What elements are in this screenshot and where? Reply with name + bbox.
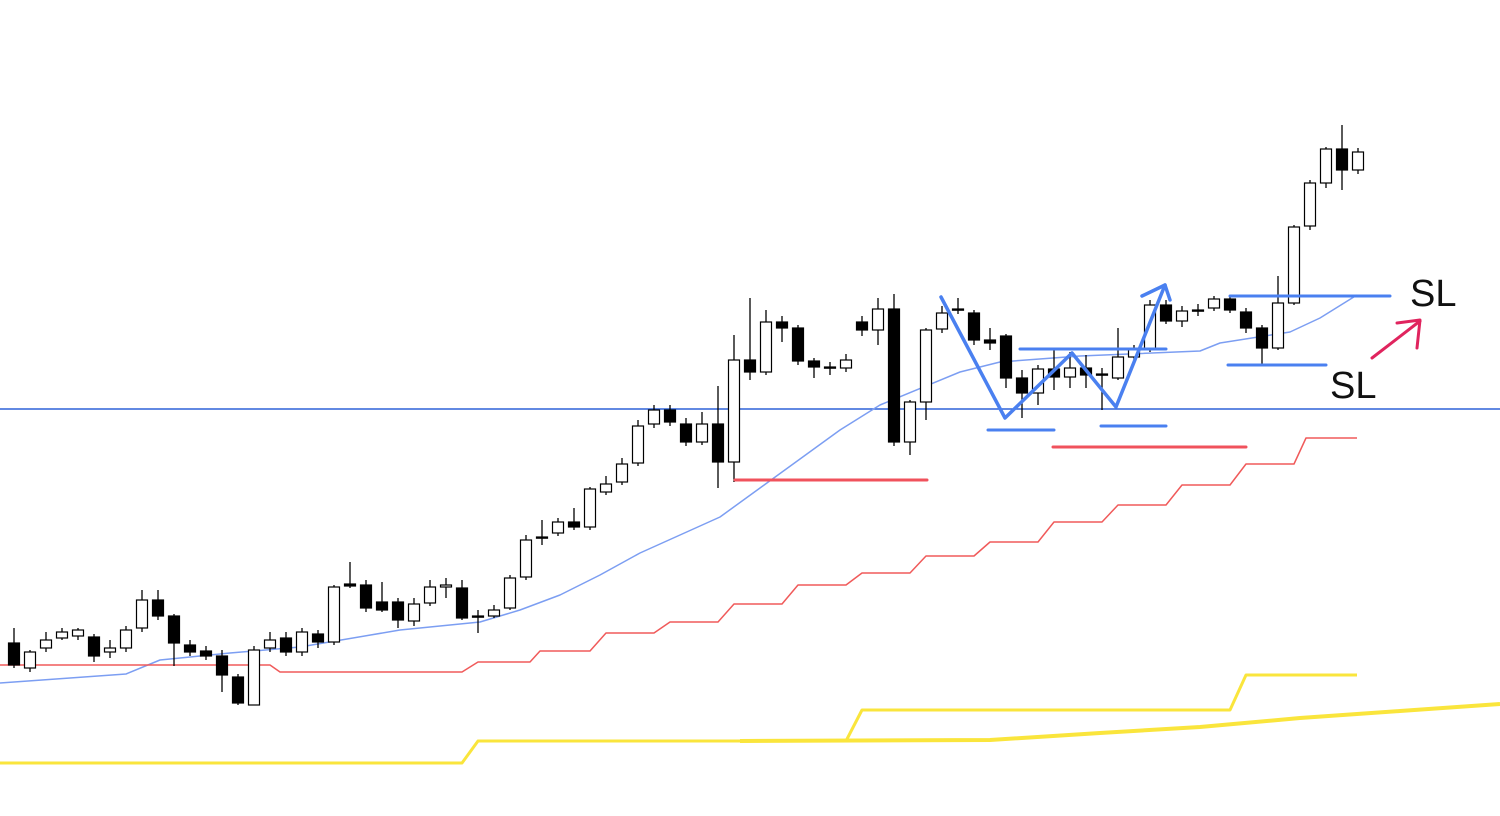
sl-arrowhead xyxy=(1395,318,1422,350)
candle-body xyxy=(279,637,293,653)
candle-body xyxy=(1111,356,1125,379)
candle-body xyxy=(711,423,725,463)
candle-body xyxy=(135,599,149,629)
candle-body xyxy=(183,644,197,653)
candle-body xyxy=(967,312,981,341)
candle-body xyxy=(631,425,645,464)
candle-body xyxy=(1303,182,1317,227)
candle-body xyxy=(775,321,789,329)
candle-body xyxy=(1223,298,1237,311)
candle-body xyxy=(999,335,1013,379)
candle-body xyxy=(1351,151,1365,171)
candle-body xyxy=(919,329,933,403)
candle-body xyxy=(903,401,917,443)
candle-body xyxy=(151,599,165,617)
candle-layer xyxy=(7,125,1365,706)
candle-body xyxy=(487,609,501,617)
candle-body xyxy=(247,649,261,706)
zigzag xyxy=(939,283,1167,420)
candle-body xyxy=(343,583,357,587)
candle-body xyxy=(935,312,949,330)
candle-body xyxy=(327,586,341,643)
candle-body xyxy=(791,327,805,362)
candle-body xyxy=(551,521,565,534)
candle-body xyxy=(311,633,325,643)
candle-body xyxy=(1191,309,1205,312)
candle-body xyxy=(1319,148,1333,184)
candle-body xyxy=(1255,327,1269,349)
sl-arrow xyxy=(1370,319,1422,360)
candle-body xyxy=(647,409,661,425)
candle-body xyxy=(583,488,597,528)
candle-body xyxy=(7,642,21,666)
zigzag-arrowhead xyxy=(1140,283,1172,302)
candle-body xyxy=(103,647,117,653)
candle-body xyxy=(855,321,869,331)
candle-body xyxy=(87,636,101,657)
candle-body xyxy=(1207,298,1221,309)
candle-body xyxy=(951,308,965,311)
annotation: SL xyxy=(1410,273,1456,315)
candle-body xyxy=(1159,304,1173,322)
indicator-layer xyxy=(0,294,1500,765)
indicator-line xyxy=(0,294,1358,684)
candle-body xyxy=(375,601,389,611)
candle-body xyxy=(535,536,549,539)
candle-body xyxy=(167,615,181,644)
candle-body xyxy=(199,650,213,657)
candle-body xyxy=(599,483,613,493)
candle-body xyxy=(663,409,677,423)
candle-body xyxy=(391,601,405,621)
candle-body xyxy=(119,629,133,649)
candle-body xyxy=(407,603,421,622)
drawings xyxy=(733,283,1422,482)
candle-body xyxy=(839,359,853,369)
candle-body xyxy=(503,577,517,609)
candle-body xyxy=(359,584,373,609)
candle-body xyxy=(727,359,741,463)
candle-body xyxy=(823,366,837,369)
candle-body xyxy=(871,308,885,331)
candle-body xyxy=(39,639,53,649)
candle-body xyxy=(263,639,277,649)
candle-body xyxy=(983,339,997,344)
candle-body xyxy=(439,584,453,588)
candle-body xyxy=(295,631,309,653)
candle-body xyxy=(807,360,821,368)
candle-body xyxy=(231,676,245,704)
candle-body xyxy=(695,423,709,443)
candle-body xyxy=(55,631,69,639)
candle-body xyxy=(743,359,757,373)
candle-body xyxy=(519,539,533,578)
candle-body xyxy=(71,629,85,637)
candle-body xyxy=(1271,302,1285,349)
candle-body xyxy=(1063,367,1077,378)
indicator-line xyxy=(739,702,1500,743)
annotation: SL xyxy=(1330,365,1376,407)
candle-body xyxy=(1335,148,1349,171)
candle-body xyxy=(23,651,37,669)
candle-body xyxy=(887,308,901,443)
candle-body xyxy=(1287,226,1301,304)
candle-body xyxy=(679,423,693,443)
candle-body xyxy=(1015,377,1029,394)
candle-body xyxy=(455,587,469,619)
candle-body xyxy=(615,463,629,483)
candle-body xyxy=(471,615,485,618)
candle-body xyxy=(567,521,581,528)
indicator-line xyxy=(0,673,1357,765)
candle-body xyxy=(423,586,437,604)
indicator-line xyxy=(0,437,1357,673)
candle-body xyxy=(759,321,773,373)
candle-body xyxy=(1095,373,1109,376)
candle-body xyxy=(215,655,229,676)
candle-body xyxy=(1239,311,1253,329)
candle-body xyxy=(1175,310,1189,322)
